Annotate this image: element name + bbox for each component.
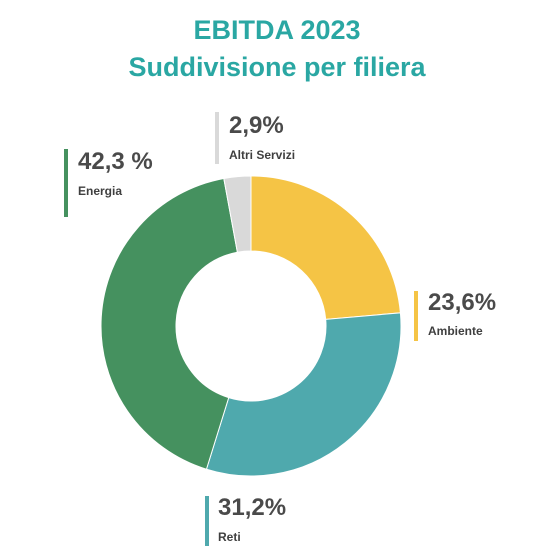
callout-ambiente: 23,6% Ambiente [414, 289, 496, 341]
category-label-altri-servizi: Altri Servizi [229, 148, 295, 162]
callout-bar-energia [64, 149, 68, 217]
value-label-altri-servizi: 2,9% [229, 112, 284, 139]
callout-bar-reti [205, 496, 209, 546]
callout-energia: 42,3 % Energia [64, 148, 153, 217]
value-label-reti: 31,2% [218, 494, 286, 521]
callout-altri-servizi: 2,9% Altri Servizi [215, 112, 295, 164]
callout-bar-altri-servizi [215, 112, 219, 164]
callout-reti: 31,2% Reti [205, 494, 286, 546]
slice-altri-servizi [223, 175, 252, 253]
value-label-ambiente: 23,6% [428, 289, 496, 316]
category-label-ambiente: Ambiente [428, 324, 483, 338]
slice-energia [100, 177, 238, 470]
category-label-reti: Reti [218, 530, 241, 544]
category-label-energia: Energia [78, 184, 122, 198]
donut-slices [100, 175, 402, 477]
slice-ambiente [250, 175, 401, 320]
callout-bar-ambiente [414, 291, 418, 341]
chart-title: EBITDA 2023 [193, 15, 361, 45]
value-label-energia: 42,3 % [78, 148, 153, 175]
slice-reti [205, 312, 402, 477]
chart-subtitle: Suddivisione per filiera [128, 52, 426, 82]
